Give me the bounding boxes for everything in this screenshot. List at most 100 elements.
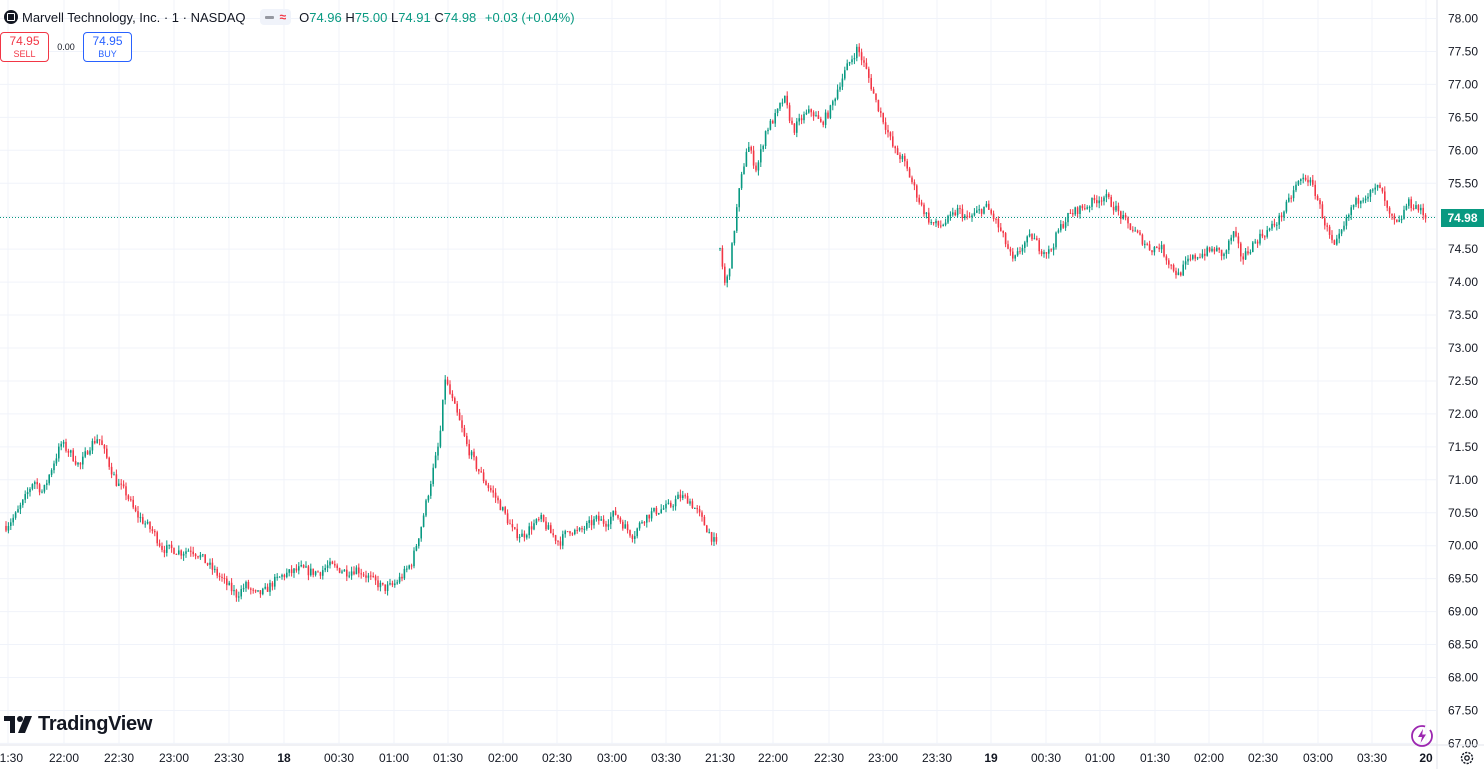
candle (844, 66, 846, 81)
candle-body (538, 519, 540, 521)
candle-body (322, 570, 324, 576)
candle (836, 84, 839, 101)
candle-body (142, 517, 144, 524)
candle-body (350, 571, 353, 576)
candle (1182, 260, 1184, 277)
candle-body (1050, 249, 1052, 251)
candle-body (7, 526, 10, 531)
candle (679, 489, 682, 502)
candle-body (257, 590, 259, 592)
candle-body (122, 484, 125, 487)
candle (1139, 230, 1141, 236)
candle-body (346, 569, 348, 577)
candle (1367, 193, 1369, 202)
candle-body (1405, 205, 1408, 210)
flash-icon[interactable] (1409, 723, 1435, 749)
candle-body (619, 517, 622, 522)
candle-body (235, 590, 238, 598)
candle (1000, 222, 1002, 232)
candle (490, 485, 492, 493)
candle (38, 482, 41, 496)
candle-body (643, 522, 646, 524)
candle-body (1170, 264, 1172, 266)
candle (812, 110, 815, 121)
candle-body (499, 500, 502, 511)
candle-body (1384, 191, 1386, 201)
candle-body (1324, 218, 1326, 226)
candle-body (274, 576, 276, 587)
symbol-title[interactable]: Marvell Technology, Inc. · 1 · NASDAQ (22, 9, 246, 25)
candle (1031, 233, 1033, 242)
candle-body (10, 522, 12, 527)
candle-body (530, 526, 533, 530)
candle (470, 450, 473, 460)
indicator-pill[interactable]: ≈ (259, 9, 292, 25)
candle (1204, 248, 1206, 261)
x-tick-label: 22:00 (758, 751, 788, 765)
candle (1360, 200, 1362, 209)
candle-body (1048, 249, 1050, 254)
last-price-label: 74.98 (1441, 209, 1484, 227)
price-axis[interactable]: 78.0077.5077.0076.5076.0075.5075.0074.50… (1436, 0, 1478, 769)
candle (1120, 210, 1122, 224)
candle (710, 531, 713, 546)
candle-body (1285, 201, 1288, 212)
candle (1096, 195, 1098, 208)
candle (784, 95, 786, 104)
candle (658, 512, 660, 516)
time-axis[interactable]: 21:30 22:00 22:30 23:00 23:30 18 00:30 01:00 01:… (0, 744, 1484, 765)
candle (1283, 210, 1285, 221)
candle (820, 116, 822, 123)
candle-body (34, 482, 36, 485)
candle-body (1328, 226, 1331, 235)
candle (1141, 233, 1144, 246)
candle-body (362, 574, 365, 576)
candle-body (968, 216, 971, 218)
candle-body (67, 450, 70, 453)
candle (824, 109, 827, 129)
candle (1348, 213, 1350, 221)
candle-body (1076, 207, 1079, 214)
candle (1254, 238, 1256, 244)
candle (1388, 206, 1391, 218)
candle-body (719, 248, 721, 250)
candle-body (827, 112, 829, 118)
candle-body (264, 586, 266, 589)
candle (478, 468, 480, 475)
candle-body (952, 212, 954, 215)
ohlc-values: O74.96 H75.00 L74.91 C74.98 +0.03 (+0.04… (299, 10, 574, 25)
candle (713, 532, 715, 547)
candle-body (473, 451, 475, 458)
candle-body (824, 112, 827, 125)
candle-body (185, 551, 187, 554)
candle-body (151, 529, 154, 532)
candle (1153, 246, 1156, 256)
candle (139, 512, 142, 523)
candle (518, 534, 521, 543)
candle (684, 493, 686, 499)
candle-body (1132, 229, 1134, 231)
candle-body (588, 520, 590, 523)
candle (829, 104, 832, 120)
candle (514, 526, 516, 530)
candle-body (55, 458, 58, 464)
candle-body (1160, 245, 1163, 250)
candle-body (1266, 230, 1268, 237)
candle-body (53, 463, 55, 471)
candle-body (408, 565, 410, 569)
candle-body (832, 101, 834, 106)
candle-body (646, 514, 648, 523)
candle (276, 573, 278, 581)
candle-body (463, 427, 466, 436)
candle (1336, 234, 1338, 246)
sell-button[interactable]: 74.95 SELL (0, 32, 49, 62)
buy-button[interactable]: 74.95 BUY (83, 32, 132, 62)
x-tick-label: 23:30 (922, 751, 952, 765)
candle (46, 479, 48, 490)
candle-body (1201, 253, 1204, 258)
candle (1208, 246, 1211, 253)
tradingview-logo[interactable]: TradingView (4, 713, 152, 736)
candle (1264, 235, 1266, 241)
gear-icon[interactable] (1459, 750, 1475, 766)
